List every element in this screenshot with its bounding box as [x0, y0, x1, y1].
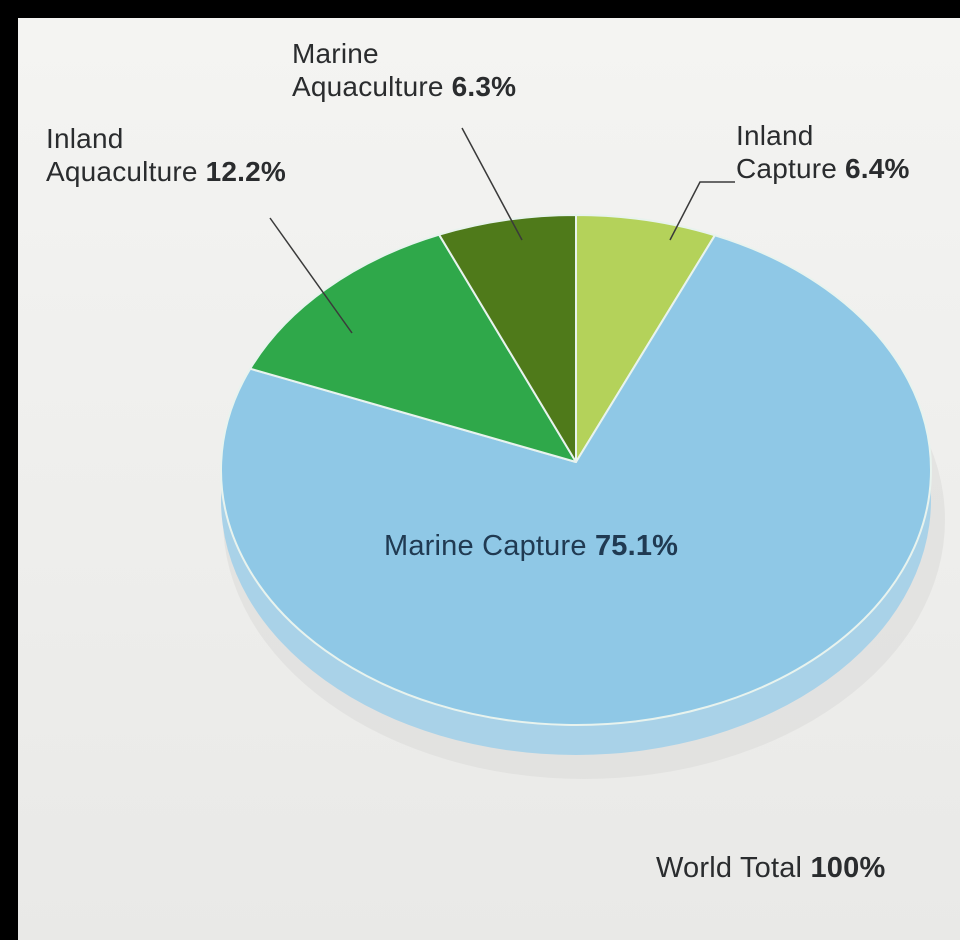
label-world-total-value: 100% [810, 852, 886, 884]
label-world-total-name: World Total [656, 852, 803, 884]
slice-marine-aquaculture [438, 213, 577, 463]
label-inland-capture: Inland Capture 6.4% [736, 119, 910, 185]
label-world-total: World Total 100% [656, 852, 885, 885]
slice-inland-aquaculture [249, 233, 577, 463]
slice-inland-capture [575, 213, 716, 463]
leader-inland-aquaculture [269, 217, 353, 334]
label-inland-capture-line2: Capture [736, 153, 838, 184]
leader-marine-aquaculture [461, 127, 523, 241]
label-marine-aquaculture-line1: Marine [292, 38, 379, 69]
label-inland-capture-value: 6.4% [845, 153, 910, 184]
label-inland-aquaculture-line2: Aquaculture [46, 156, 198, 187]
label-inland-capture-line1: Inland [736, 120, 814, 151]
label-inland-aquaculture-line1: Inland [46, 123, 124, 154]
label-marine-capture-name: Marine Capture [384, 530, 587, 562]
label-marine-capture: Marine Capture 75.1% [384, 530, 678, 563]
label-marine-capture-value: 75.1% [594, 530, 679, 562]
slice-marine-capture [220, 234, 932, 726]
label-inland-aquaculture: Inland Aquaculture 12.2% [46, 122, 286, 188]
label-marine-aquaculture: Marine Aquaculture 6.3% [292, 37, 516, 103]
leader-inland-capture [669, 181, 735, 241]
label-inland-aquaculture-value: 12.2% [205, 156, 287, 187]
label-marine-aquaculture-line2: Aquaculture [292, 71, 444, 102]
label-marine-aquaculture-value: 6.3% [451, 71, 517, 102]
